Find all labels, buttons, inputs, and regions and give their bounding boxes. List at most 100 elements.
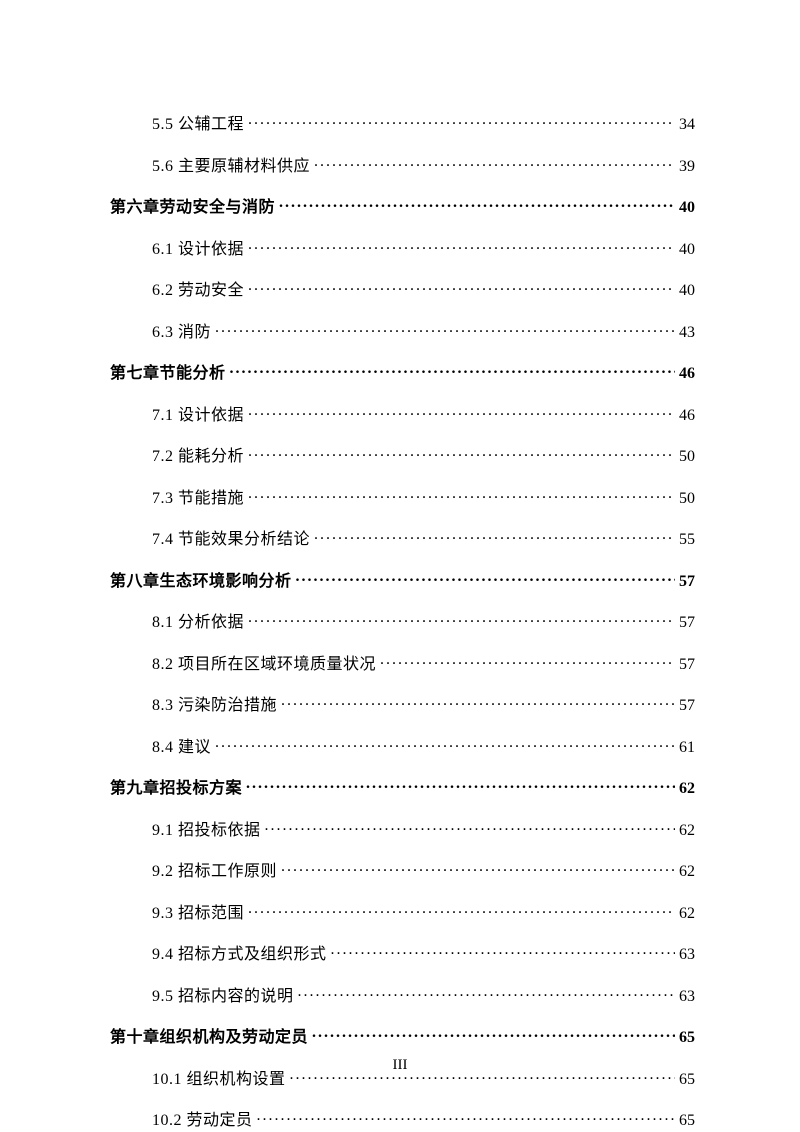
toc-entry-page: 62 [679,780,695,798]
toc-leader-dots [281,860,675,876]
toc-entry: 7.2 能耗分析 50 [152,442,695,466]
toc-entry-page: 57 [679,656,695,674]
toc-entry-page: 61 [679,739,695,757]
toc-leader-dots [215,736,675,752]
toc-entry-page: 46 [679,407,695,425]
toc-entry: 6.1 设计依据 40 [152,235,695,259]
toc-entry-page: 62 [679,863,695,881]
toc-entry: 6.3 消防 43 [152,318,695,342]
toc-entry-label: 第十章组织机构及劳动定员 [110,1023,308,1047]
toc-leader-dots [281,694,675,710]
toc-entry-page: 57 [679,614,695,632]
toc-entry-page: 50 [679,490,695,508]
page-number-label: III [393,1057,408,1073]
toc-entry-label: 8.4 建议 [152,733,211,757]
toc-entry: 第八章生态环境影响分析 57 [110,567,695,591]
toc-entry-label: 10.2 劳动定员 [152,1106,253,1130]
toc-entry-label: 7.4 节能效果分析结论 [152,525,310,549]
toc-entry-label: 9.3 招标范围 [152,899,244,923]
toc-entry: 8.3 污染防治措施 57 [152,691,695,715]
toc-leader-dots [248,404,675,420]
toc-leader-dots [248,487,675,503]
toc-entry: 5.5 公辅工程 34 [152,110,695,134]
toc-entry-page: 57 [679,573,695,591]
toc-leader-dots [380,653,675,669]
toc-entry-label: 7.3 节能措施 [152,484,244,508]
toc-entry-page: 62 [679,822,695,840]
toc-leader-dots [312,1026,675,1042]
toc-entry-page: 50 [679,448,695,466]
toc-leader-dots [246,777,675,793]
toc-leader-dots [248,113,675,129]
toc-leader-dots [230,362,675,378]
toc-entry-page: 34 [679,116,695,134]
toc-entry-page: 40 [679,241,695,259]
toc-entry-label: 6.1 设计依据 [152,235,244,259]
toc-entry-label: 第六章劳动安全与消防 [110,193,275,217]
toc-leader-dots [248,279,675,295]
toc-entry-page: 63 [679,988,695,1006]
toc-entry-page: 65 [679,1029,695,1047]
toc-entry-label: 9.1 招投标依据 [152,816,261,840]
toc-entry-label: 第九章招投标方案 [110,774,242,798]
toc-leader-dots [296,570,675,586]
toc-entry-page: 43 [679,324,695,342]
toc-entry-label: 5.5 公辅工程 [152,110,244,134]
toc-entry-label: 9.4 招标方式及组织形式 [152,940,327,964]
toc-leader-dots [314,528,675,544]
toc-entry-page: 62 [679,905,695,923]
toc-entry-page: 40 [679,199,695,217]
toc-entry-label: 8.3 污染防治措施 [152,691,277,715]
toc-entry-label: 8.1 分析依据 [152,608,244,632]
toc-entry: 7.3 节能措施 50 [152,484,695,508]
toc-leader-dots [279,196,675,212]
toc-leader-dots [215,321,675,337]
toc-entry: 第九章招投标方案 62 [110,774,695,798]
toc-entry-label: 7.2 能耗分析 [152,442,244,466]
toc-entry-label: 7.1 设计依据 [152,401,244,425]
toc-entry-label: 5.6 主要原辅材料供应 [152,152,310,176]
toc-entry-page: 46 [679,365,695,383]
toc-entry-page: 40 [679,282,695,300]
toc-entry-page: 55 [679,531,695,549]
toc-entry-label: 9.2 招标工作原则 [152,857,277,881]
toc-leader-dots [248,238,675,254]
toc-entry: 9.4 招标方式及组织形式 63 [152,940,695,964]
toc-list: 5.5 公辅工程345.6 主要原辅材料供应39第六章劳动安全与消防406.1 … [110,110,695,1130]
toc-entry-label: 6.3 消防 [152,318,211,342]
toc-entry-label: 9.5 招标内容的说明 [152,982,294,1006]
toc-entry: 第六章劳动安全与消防 40 [110,193,695,217]
page-number-footer: III [0,1057,800,1074]
toc-entry: 5.6 主要原辅材料供应 39 [152,152,695,176]
toc-leader-dots [331,943,675,959]
toc-entry: 第七章节能分析 46 [110,359,695,383]
toc-entry-label: 8.2 项目所在区域环境质量状况 [152,650,376,674]
toc-entry: 8.2 项目所在区域环境质量状况 57 [152,650,695,674]
toc-entry: 8.4 建议 61 [152,733,695,757]
toc-leader-dots [248,902,675,918]
toc-leader-dots [265,819,675,835]
toc-entry-page: 57 [679,697,695,715]
toc-entry: 6.2 劳动安全 40 [152,276,695,300]
toc-entry-label: 第八章生态环境影响分析 [110,567,292,591]
toc-entry-label: 第七章节能分析 [110,359,226,383]
toc-entry: 10.2 劳动定员 65 [152,1106,695,1130]
toc-entry-label: 6.2 劳动安全 [152,276,244,300]
toc-leader-dots [248,445,675,461]
toc-leader-dots [298,985,675,1001]
toc-entry: 9.3 招标范围 62 [152,899,695,923]
toc-entry-page: 63 [679,946,695,964]
toc-entry: 8.1 分析依据 57 [152,608,695,632]
toc-entry: 9.1 招投标依据 62 [152,816,695,840]
toc-leader-dots [314,155,675,171]
toc-entry: 9.5 招标内容的说明 63 [152,982,695,1006]
toc-entry-page: 65 [679,1112,695,1130]
toc-entry: 7.1 设计依据 46 [152,401,695,425]
toc-page: 5.5 公辅工程345.6 主要原辅材料供应39第六章劳动安全与消防406.1 … [0,0,800,1130]
toc-entry: 第十章组织机构及劳动定员 65 [110,1023,695,1047]
toc-leader-dots [248,611,675,627]
toc-entry: 9.2 招标工作原则 62 [152,857,695,881]
toc-leader-dots [257,1109,675,1125]
toc-entry-page: 39 [679,158,695,176]
toc-entry: 7.4 节能效果分析结论 55 [152,525,695,549]
